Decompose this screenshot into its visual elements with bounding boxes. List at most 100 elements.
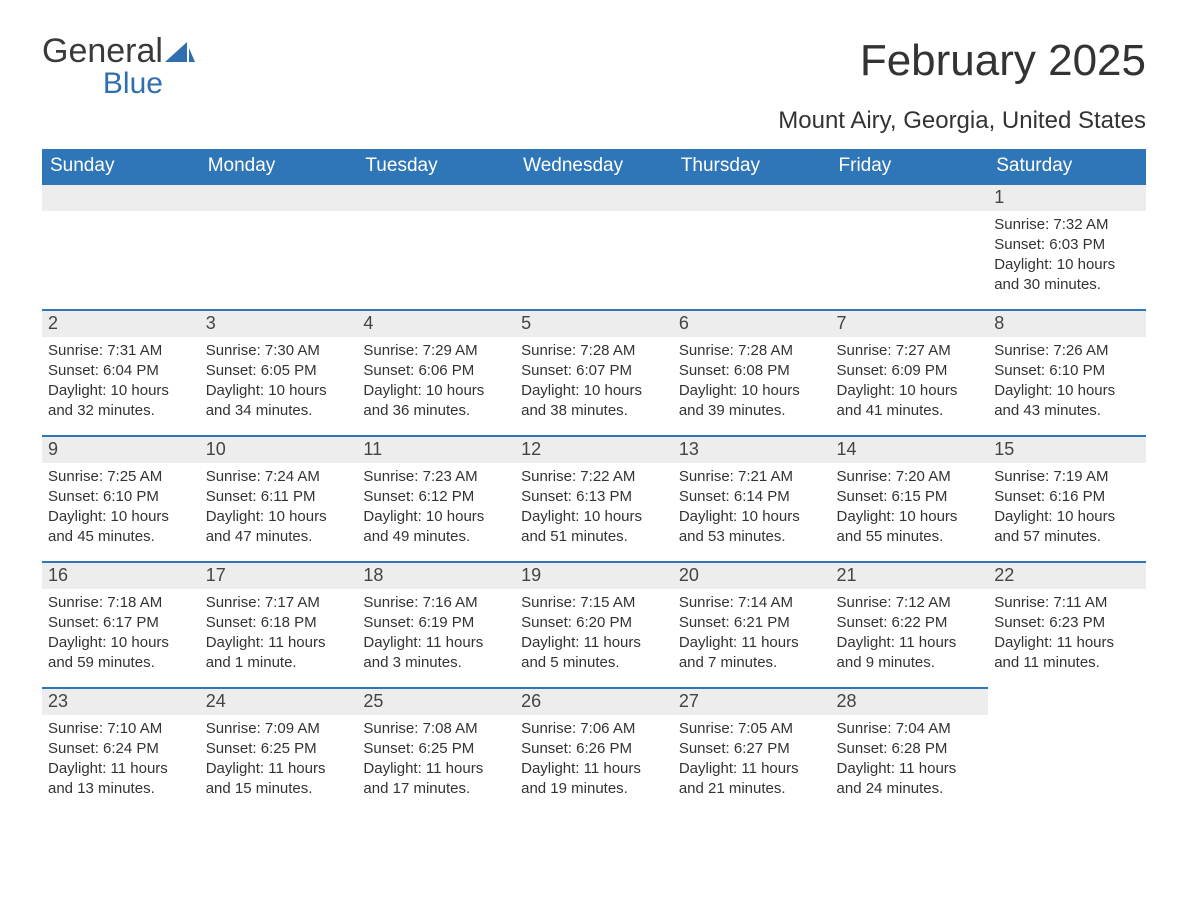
day-body: Sunrise: 7:04 AMSunset: 6:28 PMDaylight:… [831, 715, 989, 802]
calendar-cell [673, 183, 831, 309]
calendar-cell: 6Sunrise: 7:28 AMSunset: 6:08 PMDaylight… [673, 309, 831, 435]
sunset-line: Sunset: 6:11 PM [206, 487, 352, 507]
day-body: Sunrise: 7:16 AMSunset: 6:19 PMDaylight:… [357, 589, 515, 676]
sunset-line: Sunset: 6:28 PM [837, 739, 983, 759]
weekday-header: Wednesday [515, 149, 673, 183]
calendar-cell: 11Sunrise: 7:23 AMSunset: 6:12 PMDayligh… [357, 435, 515, 561]
sunrise-line: Sunrise: 7:24 AM [206, 467, 352, 487]
sunset-line: Sunset: 6:07 PM [521, 361, 667, 381]
calendar-cell: 3Sunrise: 7:30 AMSunset: 6:05 PMDaylight… [200, 309, 358, 435]
day-number-bar: 3 [200, 309, 358, 337]
sunrise-line: Sunrise: 7:15 AM [521, 593, 667, 613]
daylight-line: Daylight: 10 hours and 41 minutes. [837, 381, 983, 422]
calendar-cell: 4Sunrise: 7:29 AMSunset: 6:06 PMDaylight… [357, 309, 515, 435]
sunset-line: Sunset: 6:21 PM [679, 613, 825, 633]
sunset-line: Sunset: 6:25 PM [206, 739, 352, 759]
calendar-cell: 14Sunrise: 7:20 AMSunset: 6:15 PMDayligh… [831, 435, 989, 561]
sunrise-line: Sunrise: 7:31 AM [48, 341, 194, 361]
day-body: Sunrise: 7:21 AMSunset: 6:14 PMDaylight:… [673, 463, 831, 550]
day-number-bar: 9 [42, 435, 200, 463]
day-body: Sunrise: 7:09 AMSunset: 6:25 PMDaylight:… [200, 715, 358, 802]
weekday-header: Thursday [673, 149, 831, 183]
day-number-bar: 20 [673, 561, 831, 589]
sunset-line: Sunset: 6:08 PM [679, 361, 825, 381]
day-body: Sunrise: 7:23 AMSunset: 6:12 PMDaylight:… [357, 463, 515, 550]
day-number-bar: 16 [42, 561, 200, 589]
daylight-line: Daylight: 10 hours and 38 minutes. [521, 381, 667, 422]
daylight-line: Daylight: 10 hours and 55 minutes. [837, 507, 983, 548]
sunset-line: Sunset: 6:03 PM [994, 235, 1140, 255]
daylight-line: Daylight: 11 hours and 5 minutes. [521, 633, 667, 674]
sunset-line: Sunset: 6:12 PM [363, 487, 509, 507]
day-body: Sunrise: 7:10 AMSunset: 6:24 PMDaylight:… [42, 715, 200, 802]
daylight-line: Daylight: 11 hours and 17 minutes. [363, 759, 509, 800]
day-number-bar: 15 [988, 435, 1146, 463]
daylight-line: Daylight: 10 hours and 32 minutes. [48, 381, 194, 422]
calendar-cell [200, 183, 358, 309]
calendar-cell: 10Sunrise: 7:24 AMSunset: 6:11 PMDayligh… [200, 435, 358, 561]
sunset-line: Sunset: 6:17 PM [48, 613, 194, 633]
daylight-line: Daylight: 11 hours and 9 minutes. [837, 633, 983, 674]
sunrise-line: Sunrise: 7:23 AM [363, 467, 509, 487]
day-body: Sunrise: 7:32 AMSunset: 6:03 PMDaylight:… [988, 211, 1146, 298]
day-number-bar: 1 [988, 183, 1146, 211]
calendar-cell: 9Sunrise: 7:25 AMSunset: 6:10 PMDaylight… [42, 435, 200, 561]
daylight-line: Daylight: 10 hours and 43 minutes. [994, 381, 1140, 422]
calendar-cell: 15Sunrise: 7:19 AMSunset: 6:16 PMDayligh… [988, 435, 1146, 561]
sunrise-line: Sunrise: 7:29 AM [363, 341, 509, 361]
weekday-header: Saturday [988, 149, 1146, 183]
sail-icon [165, 42, 195, 71]
sunset-line: Sunset: 6:06 PM [363, 361, 509, 381]
daylight-line: Daylight: 10 hours and 39 minutes. [679, 381, 825, 422]
daylight-line: Daylight: 11 hours and 1 minute. [206, 633, 352, 674]
calendar-cell [42, 183, 200, 309]
daylight-line: Daylight: 11 hours and 13 minutes. [48, 759, 194, 800]
daylight-line: Daylight: 11 hours and 24 minutes. [837, 759, 983, 800]
calendar-cell: 21Sunrise: 7:12 AMSunset: 6:22 PMDayligh… [831, 561, 989, 687]
daylight-line: Daylight: 11 hours and 21 minutes. [679, 759, 825, 800]
sunset-line: Sunset: 6:10 PM [994, 361, 1140, 381]
brand-name-1: General [42, 32, 163, 70]
day-number-bar: 23 [42, 687, 200, 715]
day-number-bar: 27 [673, 687, 831, 715]
daylight-line: Daylight: 10 hours and 49 minutes. [363, 507, 509, 548]
day-number-bar: 4 [357, 309, 515, 337]
calendar-cell: 26Sunrise: 7:06 AMSunset: 6:26 PMDayligh… [515, 687, 673, 813]
day-body: Sunrise: 7:24 AMSunset: 6:11 PMDaylight:… [200, 463, 358, 550]
sunrise-line: Sunrise: 7:20 AM [837, 467, 983, 487]
weekday-header: Monday [200, 149, 358, 183]
sunset-line: Sunset: 6:19 PM [363, 613, 509, 633]
sunset-line: Sunset: 6:05 PM [206, 361, 352, 381]
day-number-bar: 28 [831, 687, 989, 715]
daylight-line: Daylight: 10 hours and 30 minutes. [994, 255, 1140, 296]
sunrise-line: Sunrise: 7:12 AM [837, 593, 983, 613]
daylight-line: Daylight: 10 hours and 45 minutes. [48, 507, 194, 548]
calendar-cell: 27Sunrise: 7:05 AMSunset: 6:27 PMDayligh… [673, 687, 831, 813]
sunset-line: Sunset: 6:27 PM [679, 739, 825, 759]
calendar-cell: 12Sunrise: 7:22 AMSunset: 6:13 PMDayligh… [515, 435, 673, 561]
day-body: Sunrise: 7:26 AMSunset: 6:10 PMDaylight:… [988, 337, 1146, 424]
calendar-cell: 13Sunrise: 7:21 AMSunset: 6:14 PMDayligh… [673, 435, 831, 561]
sunset-line: Sunset: 6:25 PM [363, 739, 509, 759]
day-number-bar: 21 [831, 561, 989, 589]
day-number-bar: 11 [357, 435, 515, 463]
day-number-bar: 8 [988, 309, 1146, 337]
day-body: Sunrise: 7:17 AMSunset: 6:18 PMDaylight:… [200, 589, 358, 676]
day-number-bar [42, 183, 200, 211]
daylight-line: Daylight: 10 hours and 34 minutes. [206, 381, 352, 422]
sunset-line: Sunset: 6:24 PM [48, 739, 194, 759]
sunset-line: Sunset: 6:14 PM [679, 487, 825, 507]
calendar-cell: 2Sunrise: 7:31 AMSunset: 6:04 PMDaylight… [42, 309, 200, 435]
sunrise-line: Sunrise: 7:28 AM [679, 341, 825, 361]
weekday-header: Friday [831, 149, 989, 183]
calendar-cell [357, 183, 515, 309]
day-number-bar: 17 [200, 561, 358, 589]
logo-text-block: General Blue [42, 36, 163, 101]
day-number-bar: 18 [357, 561, 515, 589]
daylight-line: Daylight: 10 hours and 59 minutes. [48, 633, 194, 674]
calendar-cell: 7Sunrise: 7:27 AMSunset: 6:09 PMDaylight… [831, 309, 989, 435]
day-body: Sunrise: 7:06 AMSunset: 6:26 PMDaylight:… [515, 715, 673, 802]
sunset-line: Sunset: 6:15 PM [837, 487, 983, 507]
sunrise-line: Sunrise: 7:17 AM [206, 593, 352, 613]
day-body: Sunrise: 7:14 AMSunset: 6:21 PMDaylight:… [673, 589, 831, 676]
